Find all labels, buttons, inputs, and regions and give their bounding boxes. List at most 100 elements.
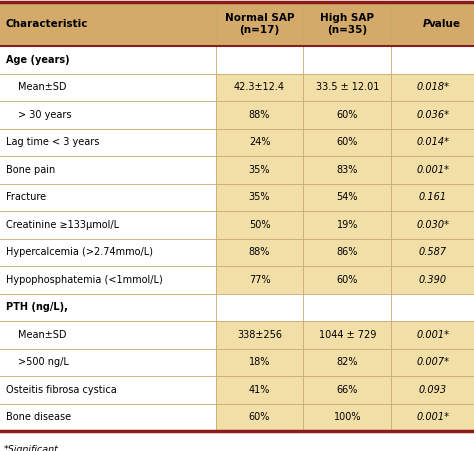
Text: 0.161: 0.161	[419, 192, 447, 202]
Text: Normal SAP
(n=17): Normal SAP (n=17)	[225, 13, 294, 35]
Text: 0.007*: 0.007*	[416, 357, 449, 367]
Bar	[0, 156, 216, 184]
Text: 50%: 50%	[249, 220, 270, 230]
Bar	[216, 2, 303, 46]
Bar	[0, 211, 216, 239]
Text: 35%: 35%	[249, 192, 270, 202]
Text: Osteitis fibrosa cystica: Osteitis fibrosa cystica	[6, 385, 117, 395]
Text: value: value	[428, 19, 461, 29]
Bar	[391, 74, 474, 101]
Text: Mean±SD: Mean±SD	[18, 330, 66, 340]
Text: 0.587: 0.587	[419, 247, 447, 257]
Text: 66%: 66%	[337, 385, 358, 395]
Text: >500 ng/L: >500 ng/L	[18, 357, 69, 367]
Text: 60%: 60%	[337, 275, 358, 285]
Text: 88%: 88%	[249, 110, 270, 120]
Bar	[0, 376, 216, 404]
Bar	[391, 101, 474, 129]
Bar	[303, 404, 391, 431]
Bar	[391, 404, 474, 431]
Text: 0.036*: 0.036*	[416, 110, 449, 120]
Bar	[0, 404, 216, 431]
Bar	[216, 74, 303, 101]
Bar	[0, 321, 216, 349]
Bar	[0, 184, 216, 211]
Text: > 30 years: > 30 years	[18, 110, 72, 120]
Bar	[303, 376, 391, 404]
Text: Creatinine ≥133μmol/L: Creatinine ≥133μmol/L	[6, 220, 119, 230]
Bar	[391, 266, 474, 294]
Bar	[303, 2, 391, 46]
Bar	[0, 129, 216, 156]
Bar	[216, 376, 303, 404]
Text: 19%: 19%	[337, 220, 358, 230]
Bar	[391, 2, 474, 46]
Bar	[216, 294, 303, 321]
Text: 41%: 41%	[249, 385, 270, 395]
Bar	[303, 101, 391, 129]
Bar	[303, 349, 391, 376]
Bar	[0, 74, 216, 101]
Bar	[0, 46, 216, 74]
Bar	[0, 266, 216, 294]
Text: 0.030*: 0.030*	[416, 220, 449, 230]
Text: Characteristic: Characteristic	[6, 19, 89, 29]
Bar	[391, 349, 474, 376]
Text: Lag time < 3 years: Lag time < 3 years	[6, 137, 100, 147]
Text: 0.018*: 0.018*	[416, 82, 449, 92]
Bar	[216, 101, 303, 129]
Text: 338±256: 338±256	[237, 330, 282, 340]
Text: 35%: 35%	[249, 165, 270, 175]
Text: 83%: 83%	[337, 165, 358, 175]
Text: 18%: 18%	[249, 357, 270, 367]
Bar	[303, 211, 391, 239]
Bar	[391, 294, 474, 321]
Text: 60%: 60%	[337, 110, 358, 120]
Bar	[391, 239, 474, 266]
Text: 54%: 54%	[337, 192, 358, 202]
Bar	[0, 349, 216, 376]
Text: *Significant: *Significant	[4, 445, 59, 451]
Text: 0.390: 0.390	[419, 275, 447, 285]
Text: 0.001*: 0.001*	[416, 330, 449, 340]
Bar	[303, 239, 391, 266]
Text: PTH (ng/L),: PTH (ng/L),	[6, 302, 68, 312]
Text: Mean±SD: Mean±SD	[18, 82, 66, 92]
Bar	[216, 46, 303, 74]
Text: 24%: 24%	[249, 137, 270, 147]
Text: Hypophosphatemia (<1mmol/L): Hypophosphatemia (<1mmol/L)	[6, 275, 163, 285]
Bar	[216, 211, 303, 239]
Bar	[216, 404, 303, 431]
Bar	[0, 239, 216, 266]
Bar	[0, 2, 216, 46]
Bar	[216, 184, 303, 211]
Text: 0.014*: 0.014*	[416, 137, 449, 147]
Bar	[216, 129, 303, 156]
Text: 0.001*: 0.001*	[416, 412, 449, 422]
Bar	[216, 156, 303, 184]
Text: 60%: 60%	[249, 412, 270, 422]
Bar	[303, 129, 391, 156]
Bar	[303, 74, 391, 101]
Text: Bone disease: Bone disease	[6, 412, 71, 422]
Bar	[391, 156, 474, 184]
Text: 100%: 100%	[333, 412, 361, 422]
Text: 88%: 88%	[249, 247, 270, 257]
Text: P: P	[422, 19, 430, 29]
Bar	[303, 321, 391, 349]
Text: High SAP
(n=35): High SAP (n=35)	[320, 13, 374, 35]
Bar	[391, 46, 474, 74]
Text: 33.5 ± 12.01: 33.5 ± 12.01	[316, 82, 379, 92]
Bar	[216, 349, 303, 376]
Bar	[303, 294, 391, 321]
Text: 77%: 77%	[249, 275, 270, 285]
Bar	[303, 46, 391, 74]
Text: Fracture: Fracture	[6, 192, 46, 202]
Text: 86%: 86%	[337, 247, 358, 257]
Bar	[0, 101, 216, 129]
Bar	[391, 321, 474, 349]
Text: 0.093: 0.093	[419, 385, 447, 395]
Bar	[216, 321, 303, 349]
Bar	[216, 239, 303, 266]
Text: Hypercalcemia (>2.74mmo/L): Hypercalcemia (>2.74mmo/L)	[6, 247, 153, 257]
